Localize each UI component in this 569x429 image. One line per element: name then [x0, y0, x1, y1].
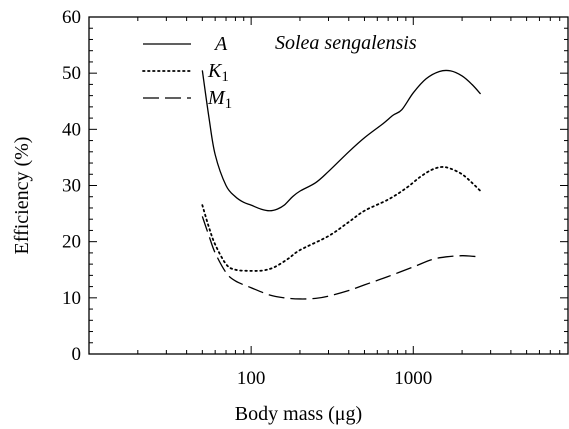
y-tick-label: 10: [62, 288, 81, 309]
x-tick-label: 100: [237, 368, 266, 389]
legend-label-a: A: [213, 33, 228, 55]
legend-label-name: M: [207, 87, 226, 109]
chart-labels: 0 10 20 30 40 50 60 100 1000 Body mass (μg) Effici…: [11, 7, 432, 425]
y-axis-title: Efficiency (%): [11, 137, 33, 255]
axes: [88, 16, 569, 355]
y-tick-label: 20: [62, 232, 81, 253]
chart-title: Solea sengalensis: [275, 32, 417, 54]
y-tick-label: 60: [62, 7, 81, 28]
legend-label-subscript: 1: [225, 96, 233, 112]
legend-label-subscript: 1: [221, 69, 229, 85]
series-line-m1: [201, 216, 481, 300]
series-line-k1: [201, 166, 482, 272]
legend-label-m1: M1: [207, 87, 232, 112]
series-line-a: [201, 69, 482, 212]
y-tick-label: 0: [72, 344, 82, 365]
legend-label-name: A: [213, 33, 228, 55]
x-tick-label: 1000: [394, 368, 432, 389]
series-lines: [201, 69, 482, 300]
y-tick-label: 30: [62, 176, 81, 197]
legend-label-k1: K1: [207, 60, 229, 85]
y-tick-label: 50: [62, 63, 81, 84]
plot-frame: [88, 16, 569, 355]
x-axis-title: Body mass (μg): [235, 403, 362, 425]
legend-label-name: K: [207, 60, 223, 82]
y-tick-label: 40: [62, 119, 81, 140]
